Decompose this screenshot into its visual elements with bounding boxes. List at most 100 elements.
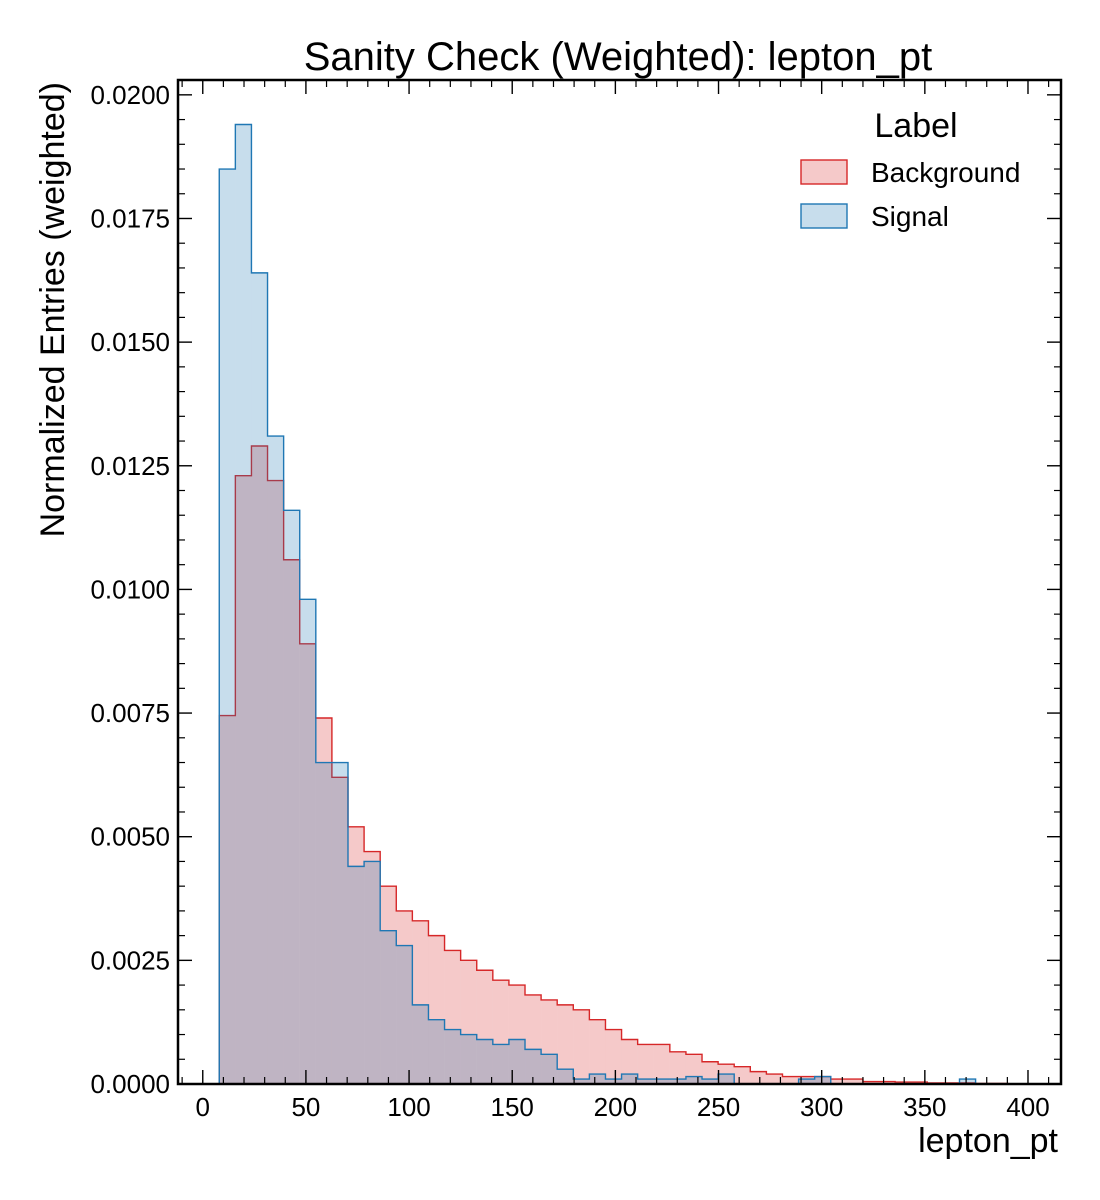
bar-background-18 [508,985,526,1084]
bar-background-9 [364,851,381,1084]
legend-title: Label [874,107,957,145]
bar-background-39 [846,1079,863,1084]
bar-signal-19 [525,1049,542,1084]
x-tick-label: 350 [903,1092,946,1122]
legend-label-signal: Signal [871,201,949,232]
x-tick-label: 100 [387,1092,430,1122]
bar-signal-7 [331,762,348,1084]
bar-background-5 [299,643,316,1084]
bar-background-38 [830,1079,847,1084]
bar-signal-46 [959,1079,976,1084]
bar-background-33 [750,1071,767,1084]
y-tick-label: 0.0025 [90,945,170,975]
bar-background-25 [621,1039,638,1084]
plot-area [218,123,1024,1085]
bar-background-6 [315,718,332,1084]
x-tick-label: 300 [800,1092,843,1122]
chart-title: Sanity Check (Weighted): lepton_pt [304,35,933,79]
bar-background-8 [347,826,365,1084]
bar-background-4 [283,559,300,1084]
bar-signal-0 [219,169,236,1084]
bar-background-7 [331,777,348,1084]
bar-background-16 [476,970,493,1084]
legend: Label Background Signal [800,107,1020,232]
y-tick-label: 0.0125 [90,451,170,481]
bar-signal-3 [267,436,284,1084]
bar-signal-30 [702,1079,719,1084]
bar-background-15 [460,960,477,1084]
y-tick-label: 0.0100 [90,574,170,604]
bar-background-28 [669,1051,686,1084]
x-tick-label: 150 [491,1092,534,1122]
bar-background-13 [428,935,445,1084]
bar-signal-23 [589,1074,606,1084]
bar-signal-37 [814,1076,831,1084]
bar-signal-36 [798,1079,815,1084]
bar-background-17 [492,980,509,1084]
legend-swatch-signal [800,203,848,229]
step-outline-background [218,445,1024,1085]
bar-background-26 [637,1044,654,1084]
x-tick-label: 400 [1006,1092,1049,1122]
bar-background-36 [798,1076,815,1084]
bar-signal-16 [476,1039,493,1084]
plot-frame [176,78,1063,1086]
bar-signal-26 [637,1079,654,1084]
bar-signal-9 [364,861,381,1084]
bar-background-1 [235,475,252,1084]
bar-signal-4 [283,510,300,1084]
legend-swatch-background [800,159,848,185]
x-tick-label: 250 [697,1092,740,1122]
bar-background-32 [734,1066,751,1084]
y-tick-label: 0.0200 [90,80,170,110]
bar-signal-17 [492,1044,509,1084]
bar-signal-31 [718,1074,735,1084]
bar-signal-5 [299,599,316,1084]
x-axis-label: lepton_pt [918,1122,1058,1160]
x-tick-label: 200 [594,1092,637,1122]
y-tick-label: 0.0075 [90,698,170,728]
bar-background-3 [267,480,284,1084]
bar-signal-13 [428,1019,445,1084]
bar-signal-6 [315,762,332,1084]
bar-background-27 [653,1044,670,1084]
bar-signal-10 [380,930,397,1084]
bar-signal-1 [235,124,252,1084]
legend-label-background: Background [871,157,1020,188]
bar-background-23 [589,1019,606,1084]
bar-background-0 [219,715,236,1084]
y-tick-label: 0.0150 [90,327,170,357]
x-tick-label: 0 [196,1092,210,1122]
bar-signal-21 [557,1069,574,1084]
bar-signal-25 [621,1074,638,1084]
bar-background-22 [573,1009,590,1084]
bar-background-19 [525,994,542,1084]
bar-background-2 [251,445,268,1085]
bar-signal-20 [541,1054,558,1084]
series-signal [218,123,1024,1085]
bar-signal-28 [669,1079,686,1084]
bar-signal-22 [573,1079,590,1084]
bar-background-35 [782,1076,799,1084]
bar-background-11 [396,910,413,1084]
bar-background-24 [605,1029,622,1084]
bar-background-12 [412,920,429,1084]
y-tick-label: 0.0050 [90,822,170,852]
bar-signal-27 [653,1079,670,1084]
bar-background-20 [541,999,558,1084]
bar-background-34 [766,1074,783,1084]
bar-background-37 [814,1076,831,1084]
bar-signal-29 [685,1076,703,1084]
bar-background-14 [444,950,461,1084]
bar-background-10 [380,886,397,1084]
bar-background-21 [557,1004,574,1084]
y-tick-label: 0.0175 [90,203,170,233]
bar-signal-14 [444,1029,461,1084]
y-tick-label: 0.0000 [90,1069,170,1099]
bar-signal-15 [460,1034,477,1084]
series-background [218,445,1024,1085]
y-axis-label: Normalized Entries (weighted) [34,82,72,537]
bar-signal-11 [396,945,413,1084]
